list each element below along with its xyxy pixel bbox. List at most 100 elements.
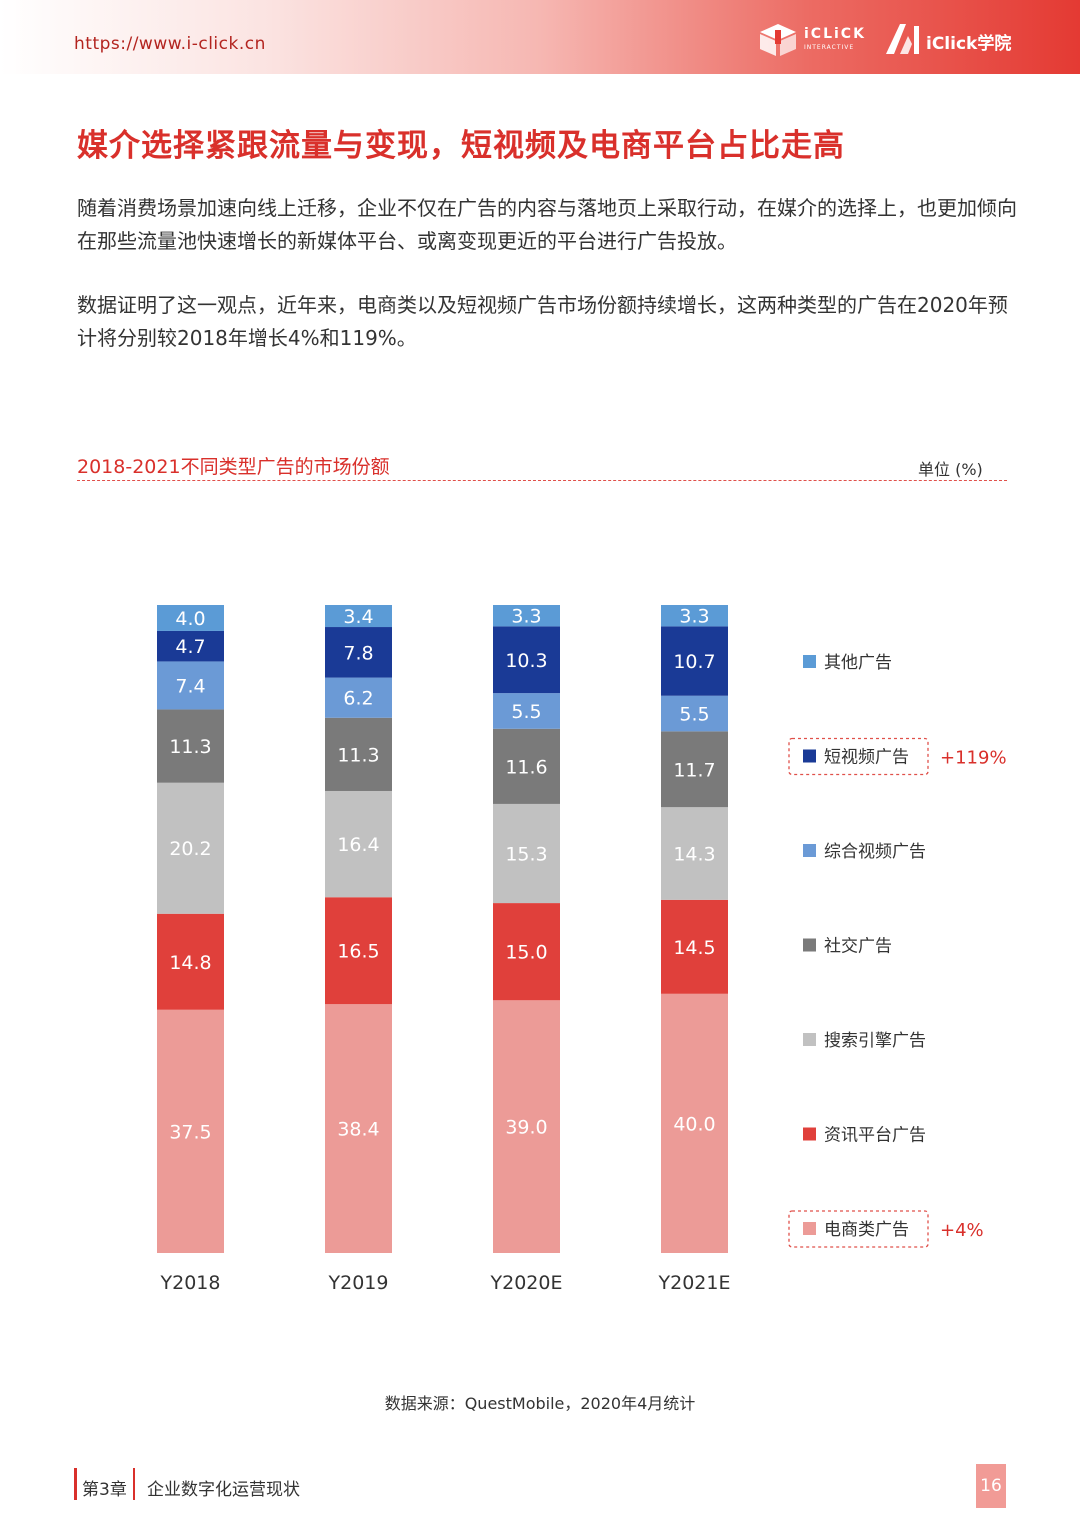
bar-segment-short_video-1 (325, 627, 392, 678)
data-label-ecommerce-2: 39.0 (505, 1117, 547, 1139)
data-label-short_video-1: 7.8 (343, 642, 373, 664)
data-label-short_video-2: 10.3 (505, 650, 547, 672)
legend-swatch-search (803, 1033, 816, 1046)
legend-label-social: 社交广告 (824, 937, 892, 957)
bar-segment-short_video-3 (661, 626, 728, 696)
bar-segment-news-0 (157, 913, 224, 1010)
bar-segment-other-3 (661, 605, 728, 627)
data-label-video-1: 6.2 (343, 688, 373, 710)
x-tick-label-1: Y2019 (328, 1272, 389, 1294)
stacked-bar-chart: 37.5 14.8 20.2 11.3 7.4 4.7 4.0 Y2018 38.4 16.5 16… (157, 605, 1007, 1294)
footer-separator (133, 1468, 135, 1500)
bar-segment-search-1 (325, 790, 392, 898)
footer-accent-bar (74, 1468, 77, 1500)
bar-segment-other-2 (493, 605, 560, 627)
bar-segment-social-2 (493, 728, 560, 804)
data-label-short_video-3: 10.7 (673, 651, 715, 673)
data-label-ecommerce-0: 37.5 (169, 1121, 211, 1143)
bar-segment-search-2 (493, 803, 560, 904)
iclick-logo: iCLiCK INTERACTIVE (758, 20, 870, 60)
data-label-other-3: 3.3 (679, 606, 709, 628)
bar-segment-social-3 (661, 731, 728, 808)
legend-label-short_video: 短视频广告 (824, 748, 909, 768)
data-source: 数据来源：QuestMobile，2020年4月统计 (384, 1394, 696, 1413)
bar-segment-news-3 (661, 899, 728, 994)
x-tick-label-0: Y2018 (160, 1272, 221, 1294)
site-url[interactable]: https://www.i-click.cn (74, 34, 266, 54)
legend-label-search: 搜索引擎广告 (824, 1031, 926, 1051)
legend-highlight-box-short_video (788, 737, 929, 776)
page-title: 媒介选择紧跟流量与变现，短视频及电商平台占比走高 (77, 128, 845, 164)
legend-label-news: 资讯平台广告 (824, 1126, 926, 1146)
paragraph-1: 随着消费场景加速向线上迁移，企业不仅在广告的内容与落地页上采取行动，在媒介的选择… (77, 196, 1017, 253)
academy-mark-icon (886, 24, 919, 54)
bar-segment-video-0 (157, 661, 224, 710)
x-tick-label-2: Y2020E (490, 1272, 563, 1294)
legend-label-other: 其他广告 (824, 653, 892, 673)
cube-logo-icon (760, 24, 796, 56)
bar-segment-other-0 (157, 605, 224, 631)
data-label-news-2: 15.0 (505, 942, 547, 964)
data-label-search-3: 14.3 (673, 844, 715, 866)
bar-segment-short_video-0 (157, 630, 224, 662)
chart-title: 2018-2021不同类型广告的市场份额 (77, 456, 390, 478)
iclick-academy-logo: iClick学院 (884, 20, 1014, 60)
legend-annotation-short_video: +119% (940, 748, 1007, 769)
bar-segment-social-1 (325, 717, 392, 791)
logo-text: iCLiCK (804, 26, 866, 42)
bar-segment-ecommerce-3 (661, 993, 728, 1253)
data-label-video-3: 5.5 (679, 704, 709, 726)
data-label-other-2: 3.3 (511, 606, 541, 628)
legend-swatch-short_video (803, 749, 816, 763)
title-divider (77, 480, 1007, 481)
paragraph-2: 数据证明了这一观点，近年来，电商类以及短视频广告市场份额持续增长，这两种类型的广… (77, 293, 1008, 350)
bar-segment-ecommerce-0 (157, 1009, 224, 1253)
bar-segment-other-1 (325, 605, 392, 628)
page-number: 16 (976, 1464, 1006, 1508)
data-label-social-1: 11.3 (337, 744, 379, 766)
bar-segment-ecommerce-2 (493, 1000, 560, 1253)
data-label-news-3: 14.5 (673, 937, 715, 959)
data-label-news-1: 16.5 (337, 941, 379, 963)
bar-segment-social-0 (157, 709, 224, 783)
legend-highlight-box-ecommerce (788, 1210, 929, 1248)
bar-segment-short_video-2 (493, 626, 560, 694)
data-label-social-3: 11.7 (673, 759, 715, 781)
bar-segment-video-2 (493, 693, 560, 729)
legend-annotation-ecommerce: +4% (940, 1220, 984, 1241)
data-label-search-1: 16.4 (337, 834, 379, 856)
legend-swatch-news (803, 1127, 816, 1141)
legend-label-video: 综合视频广告 (824, 842, 926, 862)
logo-subtext: INTERACTIVE (804, 44, 855, 51)
data-label-other-0: 4.0 (175, 608, 205, 630)
data-label-ecommerce-1: 38.4 (337, 1119, 379, 1141)
legend-swatch-ecommerce (803, 1222, 816, 1235)
legend-swatch-social (803, 938, 816, 952)
footer-section: 企业数字化运营现状 (147, 1480, 300, 1500)
x-tick-label-3: Y2021E (658, 1272, 731, 1294)
bar-segment-video-3 (661, 695, 728, 732)
academy-text: iClick学院 (926, 34, 1012, 54)
bar-segment-search-3 (661, 807, 728, 900)
data-label-social-0: 11.3 (169, 736, 211, 758)
data-label-search-2: 15.3 (505, 844, 547, 866)
bar-segment-news-1 (325, 897, 392, 1005)
legend-swatch-other (803, 655, 816, 668)
data-label-other-1: 3.4 (343, 606, 373, 628)
page-header: https://www.i-click.cn iCLiCK INTERACTIV… (0, 0, 1080, 74)
data-label-search-0: 20.2 (169, 838, 211, 860)
data-label-news-0: 14.8 (169, 952, 211, 974)
bar-segment-news-2 (493, 903, 560, 1001)
bar-segment-video-1 (325, 677, 392, 718)
chart-unit: 单位 (%) (918, 460, 983, 479)
data-label-video-0: 7.4 (175, 675, 205, 697)
legend-swatch-video (803, 844, 816, 857)
bar-segment-search-0 (157, 782, 224, 914)
legend-label-ecommerce: 电商类广告 (824, 1220, 909, 1240)
data-label-ecommerce-3: 40.0 (673, 1113, 715, 1135)
bar-segment-ecommerce-1 (325, 1004, 392, 1253)
data-label-social-2: 11.6 (505, 756, 547, 778)
data-label-video-2: 5.5 (511, 701, 541, 723)
footer-chapter: 第3章 (82, 1480, 127, 1500)
data-label-short_video-0: 4.7 (175, 636, 205, 658)
